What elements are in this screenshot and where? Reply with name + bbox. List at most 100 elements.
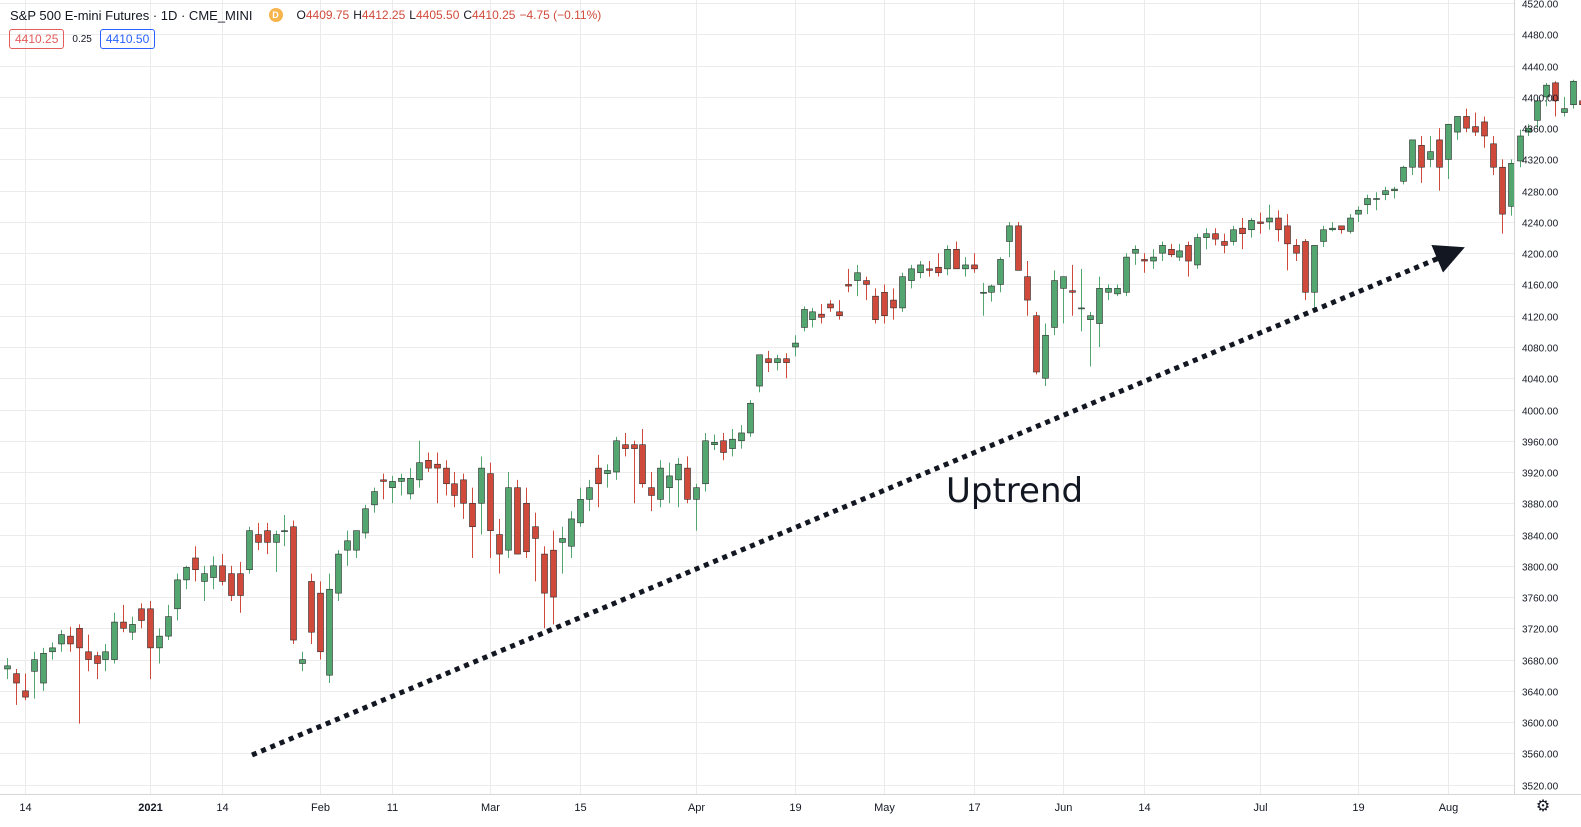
candle-body — [666, 475, 673, 488]
change-value: −4.75 (−0.11%) — [519, 8, 602, 22]
candle-body — [478, 467, 485, 504]
candle-up — [1230, 225, 1237, 246]
chart-settings-button[interactable]: ⚙ — [1533, 796, 1553, 816]
candle-down — [953, 241, 960, 270]
quote-row: 4410.25 0.25 4410.50 — [9, 29, 156, 49]
candle-body — [1579, 100, 1581, 106]
candle-down — [76, 624, 83, 724]
delayed-data-badge[interactable]: D — [268, 8, 283, 22]
candle-body — [1481, 121, 1488, 137]
candle-body — [129, 624, 136, 633]
low-value: 4405.50 — [415, 8, 460, 22]
candle-up — [129, 616, 136, 641]
candle-body — [1338, 225, 1345, 231]
candle-down — [514, 479, 521, 555]
y-tick-label: 3640.00 — [1522, 688, 1559, 699]
candle-up — [1391, 186, 1398, 199]
candle-body — [577, 499, 584, 524]
candle-up — [1427, 135, 1434, 168]
candle-down — [264, 522, 271, 555]
candle-up — [389, 475, 396, 504]
candle-body — [854, 272, 861, 281]
candle-body — [1302, 241, 1309, 293]
candle-body — [1194, 237, 1201, 266]
candle-down — [67, 626, 74, 652]
candle-body — [299, 659, 306, 664]
candle-down — [255, 522, 262, 551]
candle-up — [792, 335, 799, 357]
candle-body — [801, 309, 808, 328]
candle-down — [496, 518, 503, 574]
candle-body — [1150, 256, 1157, 262]
chart-header: S&P 500 E-mini Futures · 1D · CME_MINI D… — [10, 6, 601, 24]
bid-price-button[interactable]: 4410.25 — [9, 29, 65, 49]
candle-down — [1284, 214, 1291, 271]
candle-body — [881, 291, 888, 317]
candle-body — [1266, 217, 1273, 223]
candle-body — [1400, 166, 1407, 182]
candle-body — [1508, 163, 1515, 207]
candle-up — [371, 487, 378, 513]
candle-up — [40, 647, 47, 691]
candle-up — [738, 425, 745, 449]
candle-body — [845, 284, 852, 287]
candle-body — [809, 311, 816, 320]
candle-up — [1266, 204, 1273, 230]
ask-price-button[interactable]: 4410.50 — [99, 29, 156, 49]
candle-body — [765, 358, 772, 363]
y-tick-label: 4480.00 — [1522, 31, 1559, 42]
candle-body — [49, 647, 56, 653]
candle-down — [765, 350, 772, 372]
candle-body — [1311, 245, 1318, 293]
candle-body — [729, 438, 736, 449]
candle-down — [631, 440, 638, 504]
candle-body — [827, 303, 834, 309]
candle-down — [1069, 264, 1076, 316]
candle-down — [541, 546, 548, 629]
candle-body — [1248, 220, 1255, 231]
candle-down — [443, 460, 450, 496]
candle-down — [147, 600, 154, 680]
candle-body — [944, 248, 951, 270]
y-tick-label: 4080.00 — [1522, 344, 1559, 355]
y-tick-label: 3800.00 — [1522, 563, 1559, 574]
candle-down — [783, 353, 790, 379]
candle-up — [908, 264, 915, 289]
candle-body — [613, 440, 620, 473]
candle-body — [1418, 145, 1425, 168]
x-tick-label: Jul — [1253, 802, 1267, 814]
candle-body — [935, 266, 942, 274]
candle-body — [1570, 80, 1577, 106]
candle-body — [604, 470, 611, 474]
candle-body — [1293, 245, 1300, 254]
time-axis[interactable]: 14 2021 14 Feb 11 Mar 15 Apr 19 May 17 Jun 14 Jul 19 Au… — [19, 802, 1458, 814]
candle-body — [568, 518, 575, 547]
price-axis[interactable]: 3520.00 3560.00 3600.00 3640.00 3680.00 3720.… — [1522, 0, 1559, 793]
candle-down — [836, 300, 843, 320]
candle-body — [747, 402, 754, 434]
candle-down — [1552, 81, 1559, 117]
candle-body — [1168, 248, 1175, 256]
candle-up — [1132, 245, 1139, 265]
candle-body — [1525, 127, 1532, 133]
candle-body — [738, 432, 745, 442]
candle-body — [174, 579, 181, 610]
candle-down — [1338, 225, 1345, 234]
spread-value: 0.25 — [72, 33, 92, 45]
y-tick-label: 3720.00 — [1522, 625, 1559, 636]
candle-body — [1033, 315, 1040, 373]
candle-body — [917, 264, 924, 274]
x-tick-label: May — [874, 802, 895, 814]
candle-up — [917, 261, 924, 279]
uptrend-trendline[interactable] — [251, 244, 1465, 758]
candle-up — [1570, 79, 1577, 109]
candle-body — [550, 549, 557, 598]
candle-up — [1176, 243, 1183, 262]
candle-body — [720, 440, 727, 453]
symbol-title[interactable]: S&P 500 E-mini Futures · 1D · CME_MINI — [10, 7, 253, 23]
candle-down — [1481, 116, 1488, 148]
candle-body — [997, 259, 1004, 285]
y-tick-label: 4440.00 — [1522, 63, 1559, 74]
candle-body — [4, 665, 11, 670]
candle-body — [1436, 139, 1443, 168]
